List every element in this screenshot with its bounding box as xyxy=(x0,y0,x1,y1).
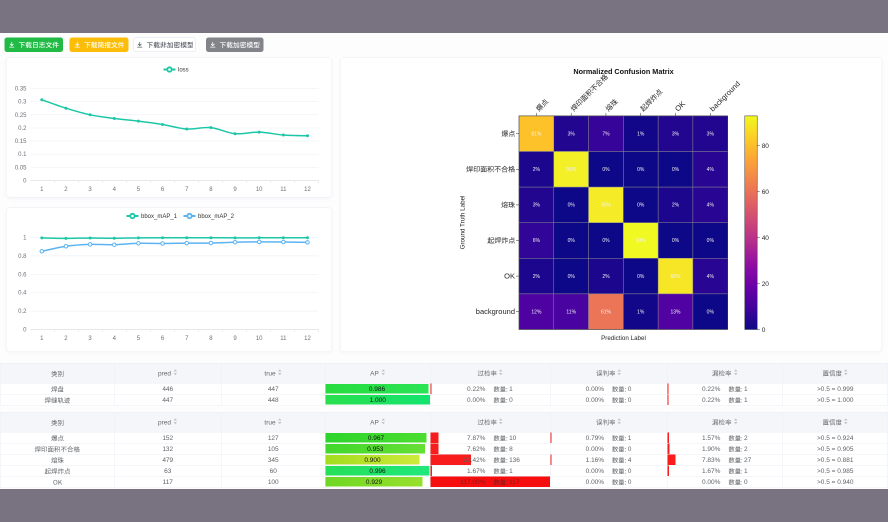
svg-text:Ground Truth Label: Ground Truth Label xyxy=(460,196,467,250)
svg-text:2%: 2% xyxy=(533,167,541,173)
svg-text:80: 80 xyxy=(762,143,770,150)
svg-text:20: 20 xyxy=(762,281,770,288)
svg-text:1: 1 xyxy=(40,336,44,342)
svg-text:3%: 3% xyxy=(533,203,541,209)
svg-text:11: 11 xyxy=(280,336,287,342)
svg-text:Normalized Confusion Matrix: Normalized Confusion Matrix xyxy=(573,67,673,76)
svg-text:12%: 12% xyxy=(531,309,542,315)
svg-text:4%: 4% xyxy=(707,167,715,173)
svg-text:0.6: 0.6 xyxy=(18,272,27,278)
svg-text:2: 2 xyxy=(64,187,68,193)
svg-text:2%: 2% xyxy=(533,274,541,280)
svg-text:4: 4 xyxy=(113,187,117,193)
svg-text:7: 7 xyxy=(185,187,189,193)
svg-text:1: 1 xyxy=(40,187,44,193)
svg-text:Prediction Label: Prediction Label xyxy=(601,335,646,342)
svg-text:91%: 91% xyxy=(566,167,577,173)
svg-text:loss: loss xyxy=(178,68,189,74)
svg-text:1%: 1% xyxy=(637,309,645,315)
svg-text:3%: 3% xyxy=(568,131,576,137)
svg-text:2%: 2% xyxy=(602,274,610,280)
svg-text:40: 40 xyxy=(762,235,770,242)
svg-text:12: 12 xyxy=(304,336,311,342)
svg-text:13%: 13% xyxy=(670,309,681,315)
svg-text:0.05: 0.05 xyxy=(15,165,27,171)
svg-text:0%: 0% xyxy=(637,274,645,280)
svg-text:6: 6 xyxy=(161,336,165,342)
svg-text:6%: 6% xyxy=(533,238,541,244)
svg-text:0.8: 0.8 xyxy=(18,254,27,260)
svg-text:60: 60 xyxy=(762,189,770,196)
svg-text:0.1: 0.1 xyxy=(18,152,27,158)
svg-text:61%: 61% xyxy=(601,309,612,315)
svg-text:OK: OK xyxy=(673,99,687,113)
svg-text:90%: 90% xyxy=(601,203,612,209)
svg-text:81%: 81% xyxy=(531,131,542,137)
svg-text:3: 3 xyxy=(88,187,92,193)
svg-text:0: 0 xyxy=(23,328,27,334)
svg-text:9: 9 xyxy=(233,187,237,193)
svg-text:11%: 11% xyxy=(566,309,576,315)
svg-text:3: 3 xyxy=(88,336,92,342)
svg-text:0.25: 0.25 xyxy=(15,113,27,119)
svg-text:0.2: 0.2 xyxy=(18,126,27,132)
svg-text:background: background xyxy=(476,307,515,316)
svg-text:89%: 89% xyxy=(670,274,681,280)
svg-text:0.3: 0.3 xyxy=(18,100,27,106)
svg-text:0%: 0% xyxy=(602,167,610,173)
svg-text:2%: 2% xyxy=(672,203,680,209)
svg-text:93%: 93% xyxy=(636,238,647,244)
svg-text:10: 10 xyxy=(256,336,263,342)
svg-text:3%: 3% xyxy=(707,131,715,137)
svg-text:4: 4 xyxy=(113,336,117,342)
svg-text:0%: 0% xyxy=(672,167,680,173)
svg-text:0.15: 0.15 xyxy=(15,139,27,145)
svg-text:0%: 0% xyxy=(707,238,715,244)
svg-text:7: 7 xyxy=(185,336,189,342)
svg-text:0%: 0% xyxy=(568,203,576,209)
svg-text:11: 11 xyxy=(280,187,287,193)
svg-text:10: 10 xyxy=(256,187,263,193)
svg-text:3%: 3% xyxy=(672,131,680,137)
svg-text:6: 6 xyxy=(161,187,165,193)
svg-text:0: 0 xyxy=(762,327,766,334)
svg-text:7%: 7% xyxy=(602,131,610,137)
svg-text:0%: 0% xyxy=(568,238,576,244)
svg-text:0.35: 0.35 xyxy=(15,87,27,93)
svg-text:4%: 4% xyxy=(707,203,715,209)
svg-text:OK: OK xyxy=(504,272,515,281)
svg-text:0%: 0% xyxy=(602,238,610,244)
svg-text:1%: 1% xyxy=(637,131,645,137)
svg-text:0%: 0% xyxy=(707,309,715,315)
svg-text:0.4: 0.4 xyxy=(18,291,27,297)
svg-text:1: 1 xyxy=(23,236,27,242)
svg-text:8: 8 xyxy=(209,187,213,193)
svg-text:2: 2 xyxy=(64,336,68,342)
svg-text:12: 12 xyxy=(304,187,311,193)
svg-text:9: 9 xyxy=(233,336,237,342)
svg-text:0%: 0% xyxy=(637,203,645,209)
svg-text:5: 5 xyxy=(137,187,141,193)
svg-text:0.2: 0.2 xyxy=(18,309,27,315)
svg-text:background: background xyxy=(708,79,742,113)
svg-text:5: 5 xyxy=(137,336,141,342)
svg-text:8: 8 xyxy=(209,336,213,342)
svg-text:bbox_mAP_1: bbox_mAP_1 xyxy=(141,214,178,220)
svg-text:0%: 0% xyxy=(568,274,576,280)
svg-text:0%: 0% xyxy=(637,167,645,173)
svg-text:0%: 0% xyxy=(672,238,680,244)
svg-text:0: 0 xyxy=(23,179,27,185)
svg-text:4%: 4% xyxy=(707,274,715,280)
svg-text:bbox_mAP_2: bbox_mAP_2 xyxy=(198,214,235,220)
